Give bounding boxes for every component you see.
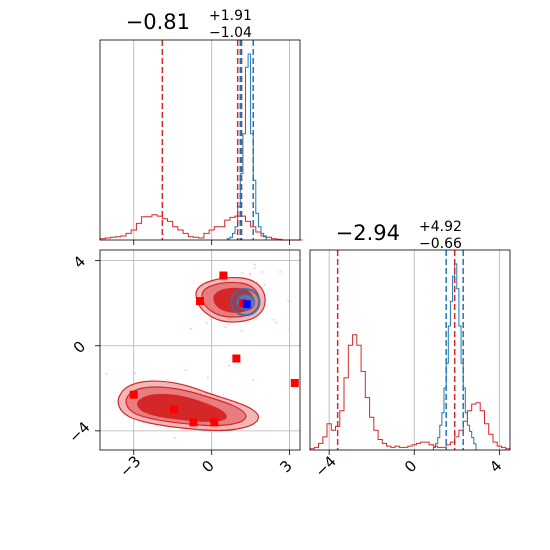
sample-point [184, 369, 187, 372]
scatter-y-tick-label-0: −4 [65, 418, 93, 446]
sample-point [252, 379, 255, 382]
red-square-marker-8 [210, 418, 219, 427]
sample-point [263, 283, 266, 286]
red-square-marker-0 [219, 271, 228, 280]
hist1-title-value: −0.81 [126, 10, 190, 34]
sample-point [173, 436, 176, 439]
sample-point [249, 272, 252, 275]
hist2-title-upper: +4.92 [419, 219, 462, 235]
sample-point [141, 429, 144, 432]
red-square-marker-7 [189, 418, 198, 427]
sample-point [105, 373, 108, 376]
red-square-marker-1 [196, 297, 204, 306]
hist-panel-1: −0.81 +1.91 −1.04 [99, 8, 303, 245]
scatter-x-tick-label-2: 3 [276, 457, 295, 476]
hist-panel-2: −2.94 +4.92 −0.66 −4 0 4 [309, 219, 511, 481]
blue-contour-outer [230, 288, 261, 317]
hist1-title-lower: −1.04 [209, 25, 252, 41]
sample-point [272, 318, 275, 321]
sample-point [261, 270, 264, 273]
sample-point [133, 372, 136, 375]
hist2-title-lower: −0.66 [419, 236, 462, 252]
red-square-marker-6 [170, 405, 179, 414]
hist2-x-tick-label-2: 4 [486, 457, 505, 476]
hist1-ticks [133, 240, 291, 245]
red-square-marker-4 [290, 378, 299, 387]
scatter-frame [99, 249, 301, 451]
sample-point [205, 322, 208, 325]
sample-point [275, 321, 278, 324]
scatter-y-tick-label-2: 4 [70, 252, 89, 271]
scatter-plot-area [105, 263, 299, 439]
sample-point [190, 327, 193, 330]
sample-point [228, 364, 231, 367]
scatter-y-tick-label-1: 0 [70, 337, 89, 356]
sample-point [279, 270, 282, 273]
sample-point [206, 376, 209, 379]
sample-point [253, 263, 256, 266]
hist2-gridlines [328, 250, 500, 450]
hist2-frame [309, 249, 511, 451]
scatter-x-tick-label-1: 0 [198, 457, 217, 476]
hist1-title-upper: +1.91 [209, 8, 252, 24]
hist1-frame [99, 39, 301, 241]
hist2-red-histogram [309, 334, 511, 450]
red-square-marker-3 [232, 354, 241, 363]
hist2-ticks: −4 0 4 [311, 450, 506, 481]
sample-point [240, 271, 243, 274]
sample-point [240, 329, 243, 332]
sample-point [287, 300, 290, 303]
sample-point [141, 421, 144, 424]
hist2-plot-area [309, 250, 511, 450]
scatter-panel: −3 0 3 −4 0 4 [65, 249, 301, 481]
sample-point [224, 326, 227, 329]
sample-point [288, 327, 291, 330]
hist1-gridlines [133, 40, 291, 240]
sample-point [227, 323, 230, 326]
hist1-red-histogram [99, 214, 303, 241]
hist1-plot-area [99, 40, 303, 241]
hist1-blue-histogram [226, 53, 267, 240]
scatter-x-tick-label-0: −3 [116, 452, 144, 480]
sample-point [254, 267, 257, 270]
hist2-x-tick-label-1: 0 [401, 457, 420, 476]
hist2-x-tick-label-0: −4 [311, 452, 339, 480]
blue-square-marker-0 [242, 300, 251, 309]
sample-point [165, 378, 168, 381]
red-square-marker-5 [129, 390, 138, 399]
hist2-title-value: −2.94 [336, 221, 400, 245]
